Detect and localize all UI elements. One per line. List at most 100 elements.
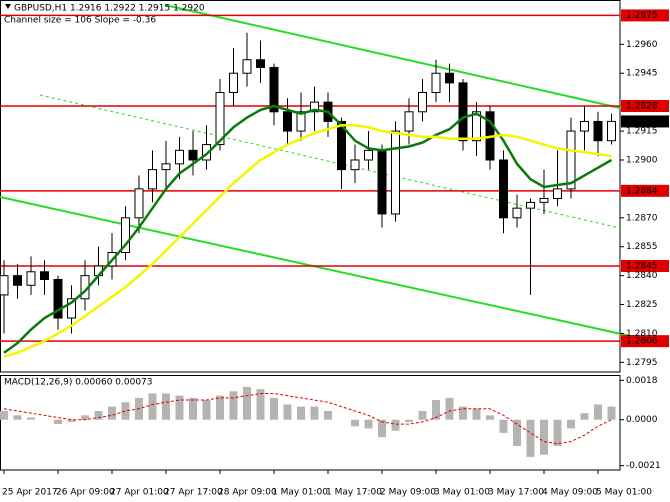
- histogram-bar: [202, 400, 211, 420]
- y-tick-label: 1.2900: [626, 155, 658, 165]
- y-tick-label: 1.2825: [626, 300, 658, 310]
- histogram-bar: [310, 406, 319, 420]
- candle-body: [391, 130, 400, 215]
- histogram-bar: [270, 397, 278, 420]
- candle-body: [512, 207, 522, 219]
- moving-average: [3, 124, 612, 358]
- candle-body: [229, 72, 238, 94]
- y-tick-label: 1.2915: [626, 127, 658, 137]
- histogram-bar: [486, 415, 494, 420]
- histogram-bar: [405, 419, 413, 422]
- candle-body: [607, 120, 616, 142]
- macd-title: MACD(12,26,9) 0.00060 0.00073: [4, 378, 153, 388]
- histogram-bar: [594, 404, 602, 420]
- current-price-box: [621, 115, 669, 128]
- histogram-bar: [513, 419, 521, 446]
- y-tick-label: 1.2840: [626, 271, 658, 281]
- channel-upper: [164, 4, 621, 109]
- candle-body: [404, 111, 414, 132]
- histogram-bar: [499, 419, 508, 433]
- candle-body: [337, 120, 346, 171]
- candle-body: [499, 159, 508, 219]
- histogram-bar: [121, 402, 130, 420]
- histogram-bar: [553, 419, 562, 446]
- y-tick-label: 1.2810: [626, 329, 658, 339]
- candle-body: [472, 111, 481, 142]
- histogram-bar: [189, 397, 197, 420]
- candle-body: [310, 101, 319, 113]
- candle-body: [431, 72, 441, 94]
- candle-body: [377, 149, 387, 215]
- candle-body: [242, 59, 252, 74]
- histogram-bar: [445, 397, 454, 420]
- x-tick-label: 5 May 01:00: [596, 488, 652, 498]
- candle-body: [134, 188, 144, 219]
- candle-body: [188, 149, 198, 161]
- moving-average: [3, 104, 613, 354]
- candle-body: [161, 163, 171, 171]
- y-tick-label: 1.2855: [626, 242, 658, 252]
- level-label: 1.2975: [626, 11, 658, 21]
- candle-body: [566, 130, 576, 190]
- candle-body: [40, 271, 49, 280]
- signal-line: [3, 392, 612, 445]
- histogram-bar: [567, 419, 575, 429]
- candle-body: [526, 201, 535, 209]
- histogram-bar: [351, 419, 359, 427]
- histogram-bar: [175, 395, 184, 420]
- x-tick-label: 1 May 17:00: [326, 488, 382, 498]
- level-box: [621, 100, 669, 113]
- x-tick-label: 28 Apr 09:00: [218, 488, 277, 498]
- main-frame: [0, 0, 621, 373]
- histogram-bar: [256, 389, 265, 420]
- histogram-bar: [283, 404, 292, 420]
- macd-frame: [0, 375, 621, 471]
- candle-body: [13, 275, 22, 286]
- candle-body: [364, 149, 373, 161]
- candle-body: [283, 111, 292, 132]
- candle-body: [175, 149, 184, 165]
- candle-body: [553, 188, 562, 200]
- histogram-bar: [27, 417, 35, 420]
- x-tick-label: 26 Apr 09:00: [56, 488, 115, 498]
- level-label: 1.2845: [626, 261, 658, 271]
- chart-title: GBPUSD,H1 1.2916 1.2922 1.2915 1.2920: [14, 4, 205, 14]
- y-tick-label: 1.2870: [626, 213, 658, 223]
- histogram-bar: [297, 406, 305, 420]
- histogram-bar: [364, 419, 373, 429]
- level-box: [621, 184, 669, 197]
- channel-lower: [0, 196, 636, 338]
- histogram-bar: [324, 410, 332, 420]
- candle-body: [458, 82, 468, 142]
- histogram-bar: [432, 400, 440, 420]
- histogram-bar: [81, 415, 89, 420]
- chart-subtitle: Channel size = 106 Slope = -0.36: [4, 16, 156, 26]
- candle-body: [350, 159, 360, 171]
- histogram-bar: [108, 406, 116, 420]
- x-tick-label: 2 May 09:00: [380, 488, 436, 498]
- x-tick-label: 27 Apr 17:00: [164, 488, 223, 498]
- current-price-label: 1.2920: [626, 117, 658, 127]
- histogram-bar: [391, 419, 400, 431]
- histogram-bar: [148, 393, 157, 420]
- y-tick-label: 1.2960: [626, 40, 658, 50]
- header-arrow: [5, 4, 11, 9]
- histogram-bar: [580, 413, 589, 420]
- x-tick-label: 1 May 01:00: [272, 488, 328, 498]
- histogram-bar: [378, 419, 386, 438]
- histogram-bar: [0, 410, 8, 420]
- x-tick-label: 4 May 09:00: [542, 488, 598, 498]
- y-tick-label: 1.2945: [626, 69, 658, 79]
- candle-body: [148, 169, 157, 190]
- candle-body: [53, 278, 63, 319]
- candle-body: [445, 72, 454, 84]
- candle-body: [539, 198, 549, 203]
- candle-body: [296, 111, 306, 132]
- histogram-bar: [67, 419, 76, 422]
- candle-body: [256, 59, 265, 68]
- candle-body: [202, 144, 211, 161]
- histogram-bar: [13, 415, 22, 420]
- candle-body: [26, 271, 36, 286]
- level-label: 1.2806: [626, 337, 658, 347]
